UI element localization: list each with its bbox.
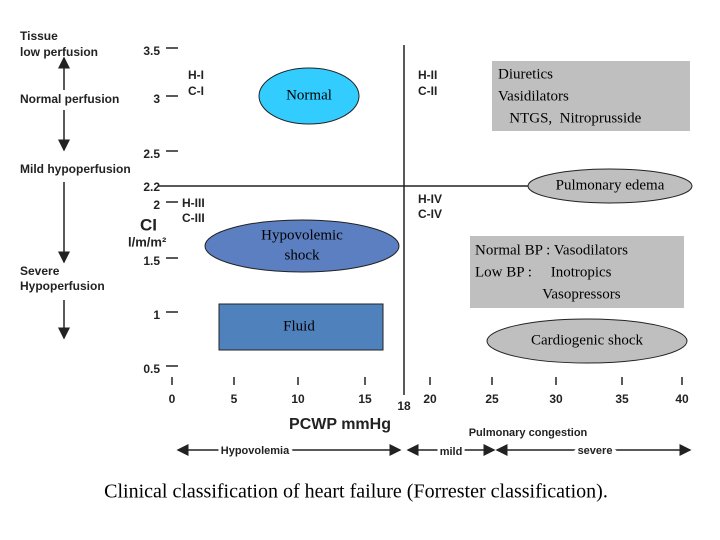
y-axis-unit: l/m/m² — [128, 234, 167, 249]
x-tick-label: 10 — [291, 392, 305, 406]
mild-label: Mild hypoperfusion — [20, 162, 131, 176]
hypoperfusion-label: Hypoperfusion — [20, 279, 105, 293]
quadrant-c: C-II — [418, 84, 437, 98]
x-tick-label: 40 — [675, 392, 689, 406]
quadrant-h: H-III — [182, 196, 205, 210]
x-tick-label: 20 — [423, 392, 437, 406]
severe-range-label: severe — [578, 445, 613, 457]
y-tick-label: 1 — [153, 308, 160, 322]
x-tick-label: 35 — [615, 392, 629, 406]
quadrant-h: H-I — [188, 68, 204, 82]
therapy-line: Vasidilators — [498, 88, 569, 104]
hypovolemic-label: Hypovolemic — [261, 227, 343, 243]
quadrant-c: C-I — [188, 84, 204, 98]
mild-range-label: mild — [440, 446, 463, 458]
severe-label: Severe — [20, 264, 60, 278]
quadrant-h: H-II — [418, 68, 437, 82]
congestion-label: Pulmonary congestion — [469, 427, 588, 439]
x-tick-label: 18 — [397, 399, 411, 413]
cardiogenic-ellipse — [486, 318, 688, 364]
x-tick-label: 30 — [549, 392, 563, 406]
normal-label: Normal — [286, 87, 332, 103]
y-tick-label: 0.5 — [143, 362, 160, 376]
quadrant-c: C-IV — [418, 207, 442, 221]
low-perfusion-label: low perfusion — [20, 45, 98, 59]
fluid-label: Fluid — [283, 318, 315, 334]
y-tick-label: 2.2 — [143, 180, 160, 194]
therapy-line: Diuretics — [498, 66, 553, 82]
therapy-box — [492, 61, 690, 131]
quadrant-c: C-III — [182, 211, 205, 225]
bp-line: Low BP : Inotropics — [475, 264, 612, 280]
x-tick-label: 5 — [231, 392, 238, 406]
x-axis-label: PCWP mmHg — [289, 416, 391, 433]
quadrant-h: H-IV — [418, 192, 442, 206]
x-tick-label: 15 — [358, 392, 372, 406]
tissue-label: Tissue — [20, 29, 58, 43]
hypovolemia-label: Hypovolemia — [221, 445, 290, 457]
hypovolemic-label: shock — [285, 247, 320, 263]
hypovolemic-ellipse — [204, 219, 400, 273]
y-tick-label: 2 — [153, 198, 160, 212]
normal-ellipse — [258, 67, 360, 125]
x-tick-label: 25 — [485, 392, 499, 406]
y-tick-label: 2.5 — [143, 147, 160, 161]
y-axis-label: CI — [140, 215, 157, 234]
y-tick-label: 1.5 — [143, 254, 160, 268]
caption: Clinical classification of heart failure… — [104, 481, 608, 503]
cardiogenic-label: Cardiogenic shock — [531, 332, 644, 348]
fluid-box — [218, 303, 384, 351]
bp-line: Normal BP : Vasodilators — [475, 242, 628, 258]
y-tick-label: 3 — [153, 92, 160, 106]
y-tick-label: 3.5 — [143, 44, 160, 58]
bp-line: Vasopressors — [475, 286, 621, 302]
edema-ellipse — [527, 168, 693, 204]
normal-perfusion-label: Normal perfusion — [20, 92, 119, 106]
x-tick-label: 0 — [169, 392, 176, 406]
therapy-line: NTGS, Nitroprusside — [498, 110, 642, 126]
edema-label: Pulmonary edema — [556, 177, 665, 193]
bp-box — [470, 236, 684, 308]
